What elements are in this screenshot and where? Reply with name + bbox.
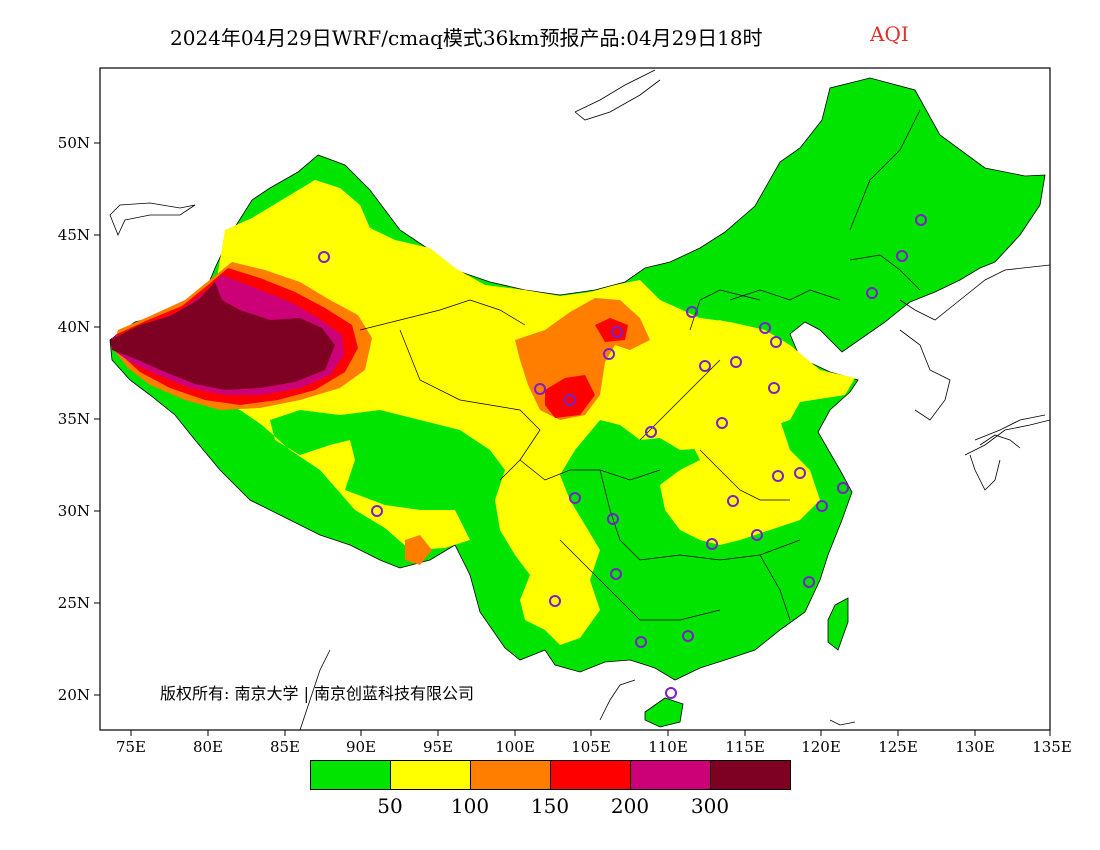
legend-swatch-moderate xyxy=(390,760,471,790)
x-tick-label: 115E xyxy=(725,738,765,756)
y-tick-label: 20N xyxy=(58,686,90,704)
title-variable: AQI xyxy=(870,22,909,46)
legend-swatch-usg xyxy=(470,760,551,790)
x-tick-label: 120E xyxy=(801,738,841,756)
map-frame xyxy=(99,67,1051,731)
legend-label: 50 xyxy=(377,794,403,818)
map-title: 2024年04月29日WRF/cmaq模式36km预报产品:04月29日18时 … xyxy=(0,22,1100,52)
legend-label: 200 xyxy=(610,794,650,818)
aqi-unhealthy-ordos xyxy=(545,375,595,418)
y-tick-label: 45N xyxy=(58,226,90,244)
aqi-hazardous-tarim xyxy=(110,282,335,390)
y-tick-label: 30N xyxy=(58,502,90,520)
legend-label: 100 xyxy=(450,794,490,818)
aqi-usg-sw-spot xyxy=(405,535,432,565)
x-tick-label: 135E xyxy=(1032,738,1072,756)
hainan-island xyxy=(644,697,684,728)
x-tick-label: 110E xyxy=(648,738,688,756)
legend-swatch-very-unhealthy xyxy=(630,760,711,790)
y-axis-labels: 50N 45N 40N 35N 30N 25N 20N xyxy=(58,134,90,704)
x-axis-labels: 75E 80E 85E 90E 95E 100E 105E 110E 115E … xyxy=(116,738,1072,756)
legend-swatch-hazardous xyxy=(710,760,791,790)
copyright-notice: 版权所有: 南京大学 | 南京创蓝科技有限公司 xyxy=(160,684,475,703)
x-tick-label: 85E xyxy=(270,738,300,756)
x-tick-label: 130E xyxy=(955,738,995,756)
y-tick-label: 25N xyxy=(58,594,90,612)
legend-swatch-good xyxy=(310,760,391,790)
taiwan-island xyxy=(827,597,849,651)
x-tick-label: 80E xyxy=(193,738,223,756)
foreign-coastlines xyxy=(109,69,1050,730)
x-tick-label: 105E xyxy=(571,738,611,756)
map-area xyxy=(109,69,1050,730)
y-tick-label: 50N xyxy=(58,134,90,152)
y-tick-label: 35N xyxy=(58,410,90,428)
aqi-moderate-east xyxy=(660,320,820,545)
y-tick-label: 40N xyxy=(58,318,90,336)
legend-swatch-unhealthy xyxy=(550,760,631,790)
x-tick-label: 90E xyxy=(346,738,376,756)
title-text: 2024年04月29日WRF/cmaq模式36km预报产品:04月29日18时 xyxy=(170,26,763,50)
station-markers xyxy=(318,214,927,699)
legend-label: 300 xyxy=(690,794,730,818)
legend-label: 150 xyxy=(530,794,570,818)
aqi-moderate-north-xinjiang xyxy=(155,180,855,645)
x-tick-label: 100E xyxy=(495,738,535,756)
x-tick-label: 125E xyxy=(878,738,918,756)
x-tick-label: 95E xyxy=(423,738,453,756)
axis-ticks xyxy=(94,142,1051,736)
aqi-legend xyxy=(310,760,791,792)
province-boundaries xyxy=(359,109,921,621)
x-tick-label: 75E xyxy=(116,738,146,756)
